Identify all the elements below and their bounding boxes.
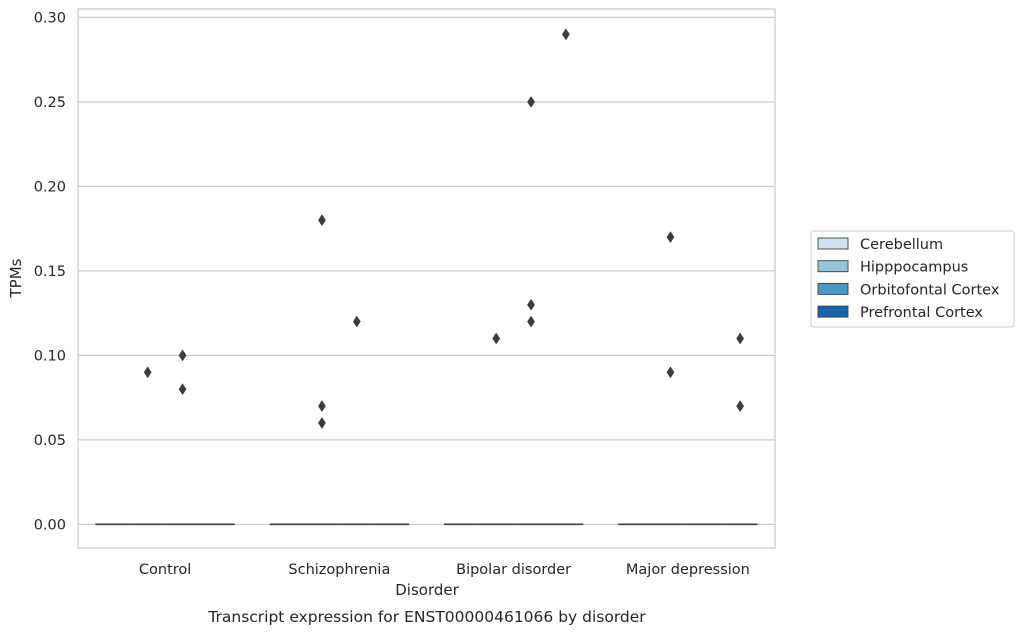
y-tick-label: 0.30: [34, 10, 66, 26]
outlier-point: [736, 332, 745, 345]
outlier-point: [666, 366, 675, 379]
outlier-point: [318, 400, 326, 413]
y-tick-label: 0.25: [34, 95, 66, 111]
legend-swatch: [817, 305, 849, 318]
outlier-point: [527, 95, 535, 108]
x-tick-label: Control: [139, 562, 191, 578]
legend-frame: [810, 230, 1015, 328]
chart-caption: Transcript expression for ENST0000046106…: [207, 608, 646, 626]
legend-swatch: [817, 260, 849, 273]
y-tick-labels: 0.00 0.05 0.10 0.15 0.20 0.25 0.30: [34, 10, 66, 533]
x-axis-label: Disorder: [395, 581, 459, 599]
legend-entry-label: Orbitofontal Cortex: [860, 282, 1000, 298]
outlier-point: [527, 298, 535, 311]
y-tick-label: 0.05: [34, 433, 66, 449]
y-tick-label: 0.00: [34, 517, 66, 533]
outlier-point: [666, 231, 675, 244]
outlier-point: [527, 315, 535, 328]
legend-entry-label: Prefrontal Cortex: [860, 305, 983, 321]
grid-lines: [78, 16, 775, 525]
x-tick-labels: Control Schizophrenia Bipolar disorder Majo…: [139, 562, 750, 578]
outlier-point: [352, 315, 361, 328]
y-axis-label: TPMs: [7, 258, 25, 298]
legend-swatch: [817, 237, 849, 250]
plot-frame: [77, 8, 776, 549]
outlier-point: [178, 349, 187, 362]
legend-swatch: [817, 282, 849, 295]
y-tick-label: 0.10: [34, 348, 66, 364]
outlier-point: [318, 417, 326, 429]
outlier-point: [736, 400, 745, 413]
x-tick-label: Major depression: [626, 562, 750, 578]
outlier-point: [143, 366, 152, 379]
outlier-point: [492, 332, 501, 345]
legend-entry-label: Hipppocampus: [860, 260, 968, 276]
outlier-point: [178, 383, 187, 396]
legend-entry-label: Cerebellum: [860, 237, 943, 253]
y-tick-label: 0.15: [34, 264, 66, 280]
outlier-point: [318, 214, 326, 227]
x-tick-label: Schizophrenia: [288, 562, 390, 578]
x-tick-label: Bipolar disorder: [456, 562, 571, 578]
y-tick-label: 0.20: [34, 179, 66, 195]
outlier-layer: [143, 28, 745, 429]
outlier-point: [562, 28, 570, 41]
legend: Cerebellum Hipppocampus Orbitofontal Corte…: [810, 230, 1015, 328]
